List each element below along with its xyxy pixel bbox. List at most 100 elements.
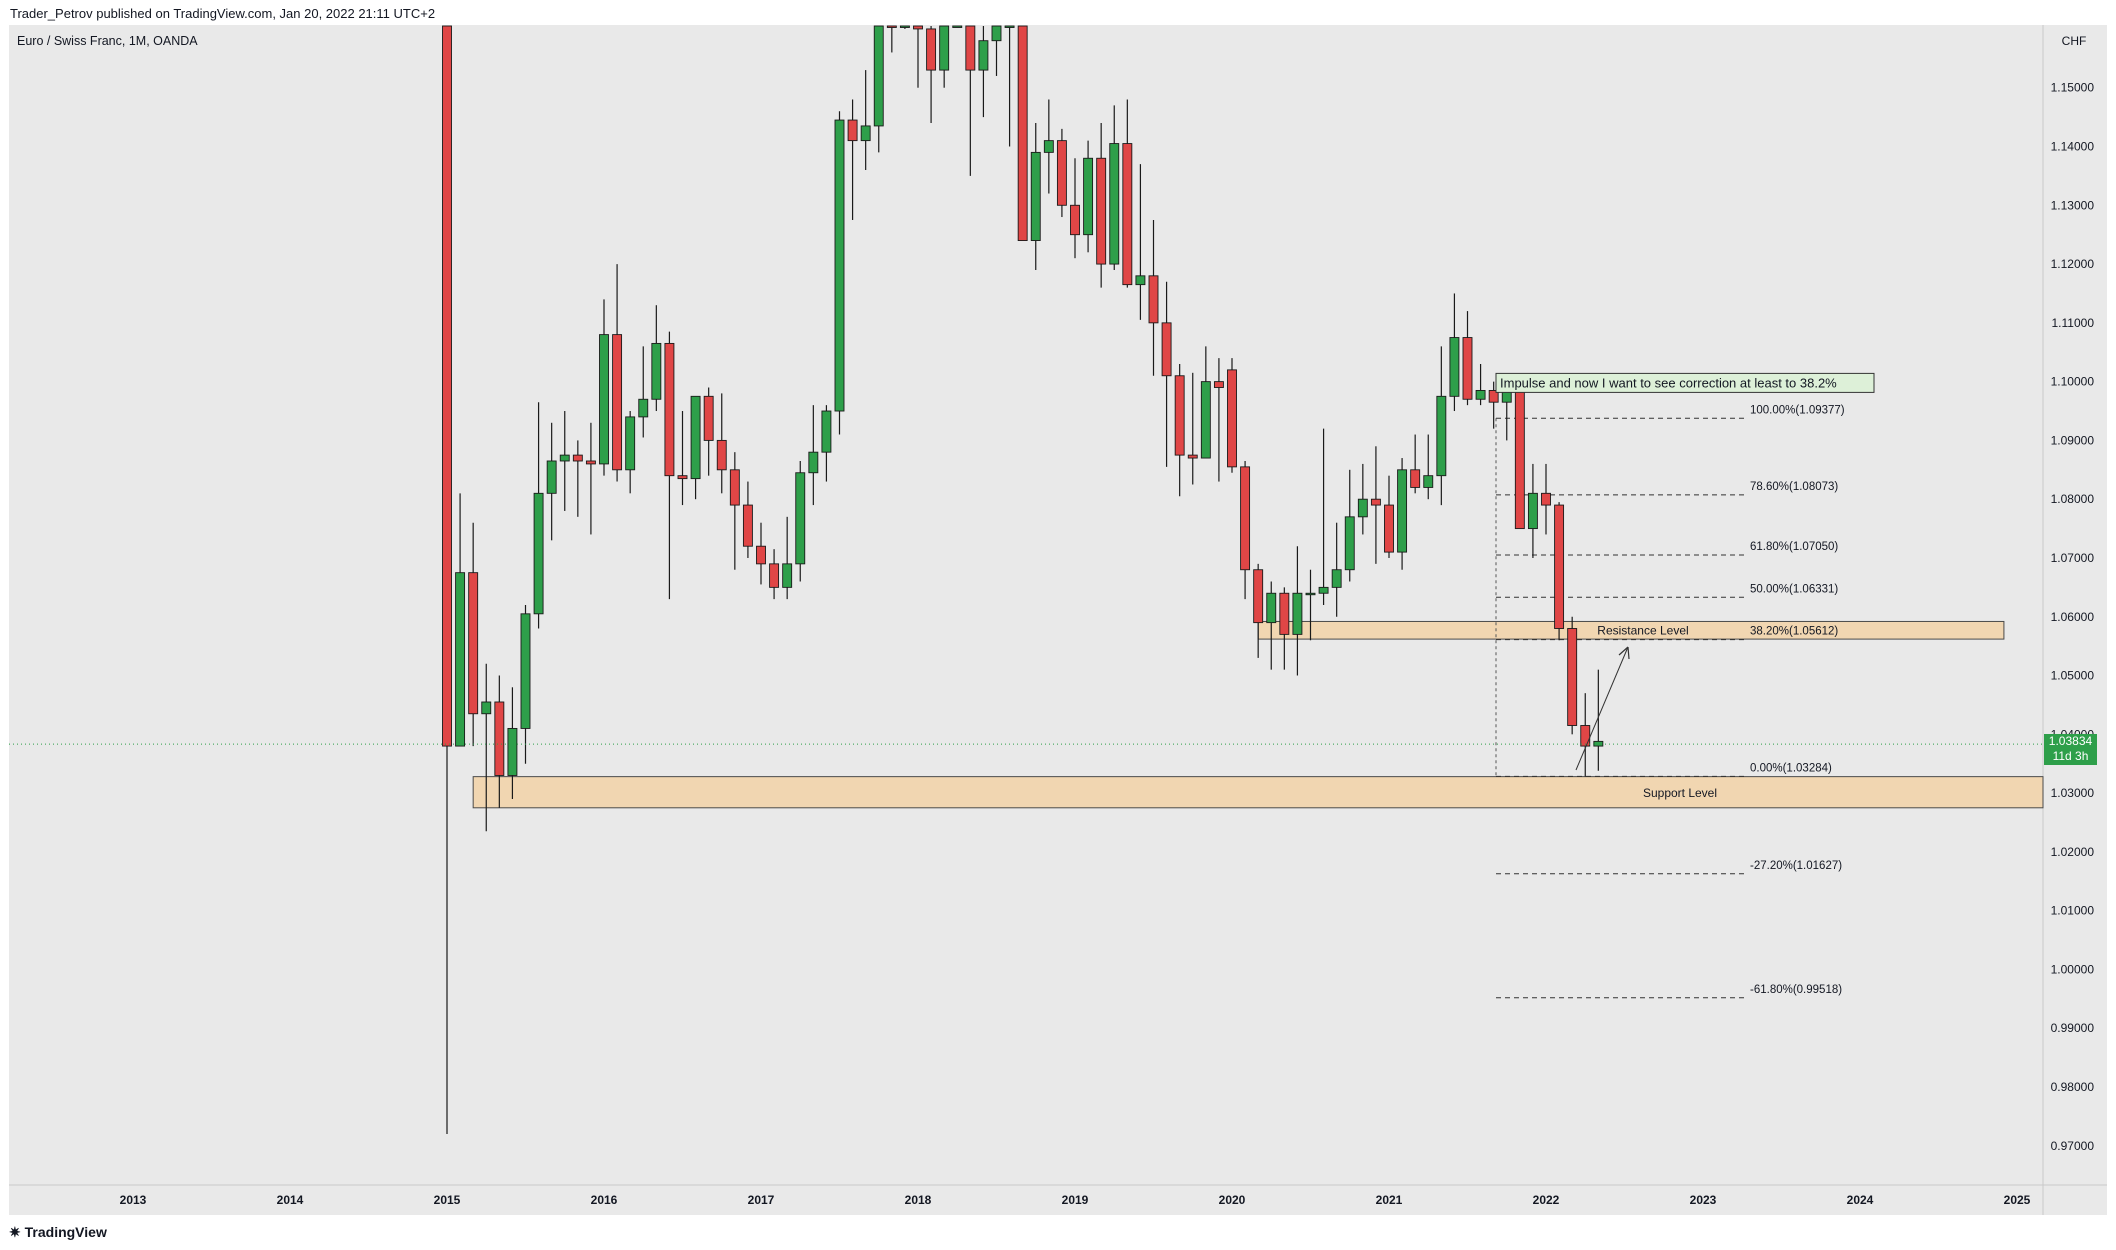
fib-level-label: -61.80%(0.99518) xyxy=(1750,984,1842,996)
candle-body xyxy=(1357,498,1368,518)
candle-body xyxy=(690,395,701,480)
candle-body xyxy=(1462,337,1473,400)
tradingview-logo[interactable]: ✷ TradingView xyxy=(9,1224,107,1241)
candle-body xyxy=(1541,492,1551,506)
price-tick-label: 1.07000 xyxy=(2051,551,2095,565)
arrow-head-icon xyxy=(1618,646,1630,660)
currency-label: CHF xyxy=(2061,34,2087,48)
candle-body xyxy=(703,395,714,441)
candle-body xyxy=(1161,322,1172,377)
time-tick-label: 2020 xyxy=(1219,1193,1246,1207)
candle-body xyxy=(1397,469,1408,553)
candle-body xyxy=(769,563,780,588)
candle-body xyxy=(494,701,505,776)
candle-body xyxy=(1056,140,1067,206)
price-tick-label: 0.99000 xyxy=(2051,1021,2095,1035)
candle-body xyxy=(1305,592,1316,596)
candle-body xyxy=(913,25,923,30)
candle-body xyxy=(1187,454,1198,459)
last-price-value: 1.03834 xyxy=(2048,734,2093,748)
candle-body xyxy=(808,451,819,474)
candle-body xyxy=(638,398,649,418)
note-box xyxy=(1495,372,1875,393)
time-tick-label: 2023 xyxy=(1690,1193,1717,1207)
price-tick-label: 0.97000 xyxy=(2051,1139,2095,1153)
candle-body xyxy=(873,25,884,127)
candle-body xyxy=(585,460,596,465)
candle-body xyxy=(1344,516,1355,571)
candle-body xyxy=(1174,375,1185,456)
time-tick-label: 2025 xyxy=(2004,1193,2031,1207)
candle-body xyxy=(546,460,557,494)
symbol-title[interactable]: Euro / Swiss Franc, 1M, OANDA xyxy=(17,34,198,48)
time-tick-label: 2022 xyxy=(1533,1193,1560,1207)
candle-body xyxy=(1004,25,1015,28)
fib-level-label: 38.20%(1.05612) xyxy=(1750,626,1838,638)
candle-body xyxy=(481,701,492,715)
candle-body xyxy=(1017,25,1028,242)
candle-body xyxy=(1475,389,1486,400)
candle-body xyxy=(1253,569,1264,624)
price-axis: 1.15000 1.14000 1.13000 1.12000 1.11000 1.100… xyxy=(2051,81,2095,1153)
candle-body xyxy=(1567,628,1578,726)
publisher-info: Trader_Petrov published on TradingView.c… xyxy=(10,6,436,21)
support-label: Support Level xyxy=(1643,786,1717,800)
price-tick-label: 1.08000 xyxy=(2051,492,2095,506)
fib-level-label: 50.00%(1.06331) xyxy=(1750,583,1838,595)
time-tick-label: 2017 xyxy=(748,1193,775,1207)
candle-body xyxy=(729,469,740,506)
zone-box xyxy=(472,776,2044,809)
tradingview-logo-text: TradingView xyxy=(24,1224,107,1240)
candle-body xyxy=(756,545,766,565)
candle-body xyxy=(978,40,989,71)
candle-body xyxy=(1384,504,1394,553)
price-tick-label: 1.03000 xyxy=(2051,786,2095,800)
time-tick-label: 2015 xyxy=(434,1193,461,1207)
price-tick-label: 1.01000 xyxy=(2051,904,2095,918)
candle-body xyxy=(782,563,793,588)
candle-body xyxy=(1070,204,1080,236)
fib-level-label: 78.60%(1.08073) xyxy=(1750,481,1838,493)
candle-body xyxy=(651,342,662,400)
candle-body xyxy=(1554,504,1565,629)
time-tick-label: 2019 xyxy=(1062,1193,1089,1207)
candle-body xyxy=(834,119,845,412)
candle-body xyxy=(716,439,727,471)
candle-body xyxy=(468,572,479,715)
time-tick-label: 2024 xyxy=(1847,1193,1874,1207)
price-tick-label: 1.09000 xyxy=(2051,433,2095,447)
arrow-line xyxy=(1575,646,1629,771)
candle-body xyxy=(991,25,1002,42)
candle-body xyxy=(677,475,688,480)
time-tick-label: 2021 xyxy=(1376,1193,1403,1207)
last-price-tag: 1.03834 11d 3h xyxy=(2044,734,2097,765)
candle-body xyxy=(1200,381,1211,459)
candle-body xyxy=(821,410,832,453)
time-axis: 2013 2014 2015 2016 2017 2018 2019 2020 2021 2022… xyxy=(120,1193,2031,1207)
chart-area[interactable] xyxy=(9,25,2107,1215)
tradingview-logo-icon: ✷ xyxy=(9,1224,21,1240)
candle-body xyxy=(572,454,583,462)
last-price-countdown: 11d 3h xyxy=(2052,749,2089,763)
candle-body xyxy=(625,416,636,471)
candle-body xyxy=(1096,157,1107,265)
time-tick-label: 2018 xyxy=(905,1193,932,1207)
candle-body xyxy=(1580,725,1591,747)
candle-body xyxy=(886,25,897,28)
candle-body xyxy=(1122,143,1133,286)
note-text: Impulse and now I want to see correction… xyxy=(1500,375,1837,390)
fib-level-label: 100.00%(1.09377) xyxy=(1750,404,1845,416)
candle-body xyxy=(795,472,806,565)
resistance-label: Resistance Level xyxy=(1597,623,1688,637)
candle-body xyxy=(442,25,452,747)
time-tick-label: 2013 xyxy=(120,1193,147,1207)
candle-body xyxy=(1030,151,1041,242)
price-tick-label: 1.00000 xyxy=(2051,962,2095,976)
candle-body xyxy=(1279,592,1290,635)
price-tick-label: 0.98000 xyxy=(2051,1080,2095,1094)
candle-body xyxy=(899,25,910,28)
price-tick-label: 1.10000 xyxy=(2051,375,2095,389)
candle-body xyxy=(965,25,976,71)
time-tick-label: 2014 xyxy=(277,1193,304,1207)
